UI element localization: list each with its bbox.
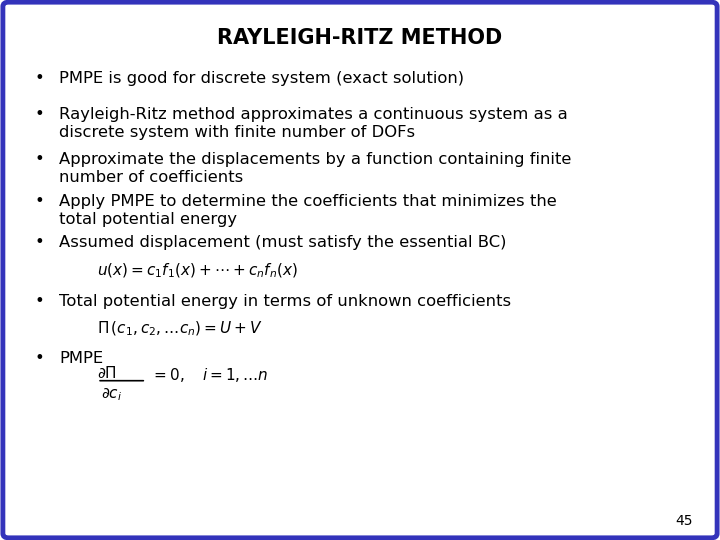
Text: Assumed displacement (must satisfy the essential BC): Assumed displacement (must satisfy the e… [59,235,507,250]
Text: Approximate the displacements by a function containing finite
number of coeffici: Approximate the displacements by a funct… [59,152,572,185]
Text: $= 0,\quad i = 1,\ldots n$: $= 0,\quad i = 1,\ldots n$ [151,366,269,384]
Text: RAYLEIGH-RITZ METHOD: RAYLEIGH-RITZ METHOD [217,28,503,48]
Text: Apply PMPE to determine the coefficients that minimizes the
total potential ener: Apply PMPE to determine the coefficients… [59,194,557,227]
Text: •: • [35,351,45,366]
Text: •: • [35,194,45,209]
Text: PMPE is good for discrete system (exact solution): PMPE is good for discrete system (exact … [59,71,464,86]
Text: $\Pi\,(c_1, c_2, \ldots c_n) = U + V$: $\Pi\,(c_1, c_2, \ldots c_n) = U + V$ [97,320,263,338]
Text: 45: 45 [675,514,693,528]
Text: Total potential energy in terms of unknown coefficients: Total potential energy in terms of unkno… [59,294,511,309]
Text: •: • [35,107,45,122]
Text: •: • [35,235,45,250]
Text: $\partial c_i$: $\partial c_i$ [101,386,122,403]
Text: $u(x) = c_1f_1(x) + \cdots + c_nf_n(x)$: $u(x) = c_1f_1(x) + \cdots + c_nf_n(x)$ [97,261,298,280]
FancyBboxPatch shape [3,2,717,538]
Text: •: • [35,71,45,86]
Text: Rayleigh-Ritz method approximates a continuous system as a
discrete system with : Rayleigh-Ritz method approximates a cont… [59,107,568,140]
Text: •: • [35,152,45,167]
Text: •: • [35,294,45,309]
Text: $\partial\Pi$: $\partial\Pi$ [97,364,117,381]
Text: PMPE: PMPE [59,351,103,366]
